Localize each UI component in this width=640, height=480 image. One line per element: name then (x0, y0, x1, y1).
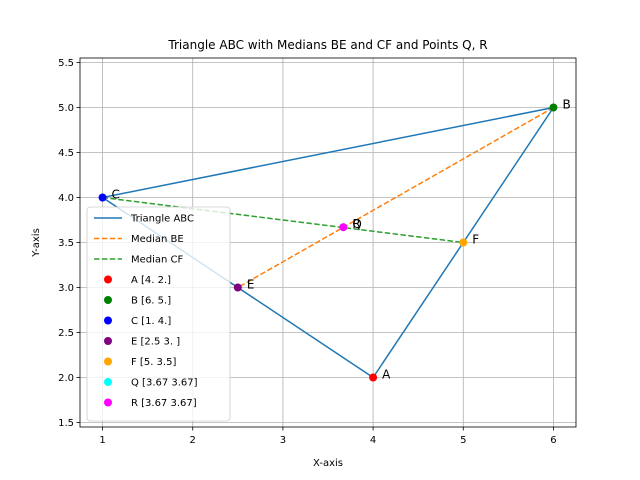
point-label-b: B (562, 98, 570, 112)
x-tick-label: 2 (190, 435, 196, 446)
y-tick-label: 5.5 (58, 58, 74, 69)
x-tick-label: 1 (99, 435, 105, 446)
y-tick-label: 1.5 (58, 418, 74, 429)
chart-title: Triangle ABC with Medians BE and CF and … (167, 38, 487, 52)
point-a (369, 373, 378, 382)
x-tick-label: 5 (460, 435, 466, 446)
point-r (339, 223, 348, 232)
legend-entry-label: C [1. 4.] (131, 316, 171, 327)
legend-swatch-b (104, 296, 112, 304)
legend-swatch-f (104, 357, 112, 366)
y-axis-label: Y-axis (31, 228, 42, 258)
legend-swatch-e (104, 337, 112, 345)
y-tick-label: 4.5 (58, 148, 74, 159)
x-axis-label: X-axis (313, 458, 343, 469)
y-tick-label: 2.0 (58, 373, 74, 384)
x-tick-label: 4 (370, 435, 376, 446)
legend-swatch-q (104, 378, 112, 386)
point-label-q: Q (352, 217, 361, 231)
series-line-median-cf (102, 196, 464, 244)
point-e (233, 283, 242, 292)
legend-entry-label: B [6. 5.] (131, 296, 171, 307)
legend-swatch-a (104, 275, 112, 284)
ticks: 1 2 3 4 5 6 1.5 2.0 2.5 3.0 3.5 4.0 4.5 5.0 5.5 (58, 58, 557, 446)
legend-entry-label: Q [3.67 3.67] (131, 378, 198, 389)
y-tick-label: 4.0 (58, 193, 74, 204)
point-label-c: C (112, 188, 120, 202)
legend-entry-label: Median BE (131, 234, 184, 245)
legend-entry-label: Median CF (131, 255, 184, 266)
legend-frame (86, 206, 231, 422)
legend-entry-label: F [5. 3.5] (131, 357, 176, 368)
legend-entry-label: R [3.67 3.67] (131, 398, 197, 409)
y-tick-label: 3.0 (58, 283, 74, 294)
y-tick-label: 5.0 (58, 103, 74, 114)
legend-swatch-r (104, 398, 112, 407)
point-c (98, 193, 107, 202)
point-label-r: R (352, 217, 360, 231)
point-label-a: A (382, 368, 391, 382)
legend-swatch-c (104, 316, 112, 325)
point-f (459, 238, 468, 247)
x-tick-label: 6 (550, 435, 556, 446)
data-layer: A B C E F QR (98, 98, 571, 382)
point-label-f: F (472, 233, 479, 247)
legend-entry-label: A [4. 2.] (131, 275, 171, 286)
point-label-e: E (247, 278, 255, 292)
legend-entry-label: Triangle ABC (130, 214, 194, 225)
legend: Triangle ABC Median BE Median CF A [4. 2.] B… (86, 206, 231, 422)
legend-entry-label: E [2.5 3. ] (131, 337, 180, 348)
x-tick-label: 3 (280, 435, 286, 446)
y-tick-label: 3.5 (58, 238, 74, 249)
y-tick-label: 2.5 (58, 328, 74, 339)
series-line-median-be (237, 106, 554, 289)
point-b (549, 103, 558, 112)
